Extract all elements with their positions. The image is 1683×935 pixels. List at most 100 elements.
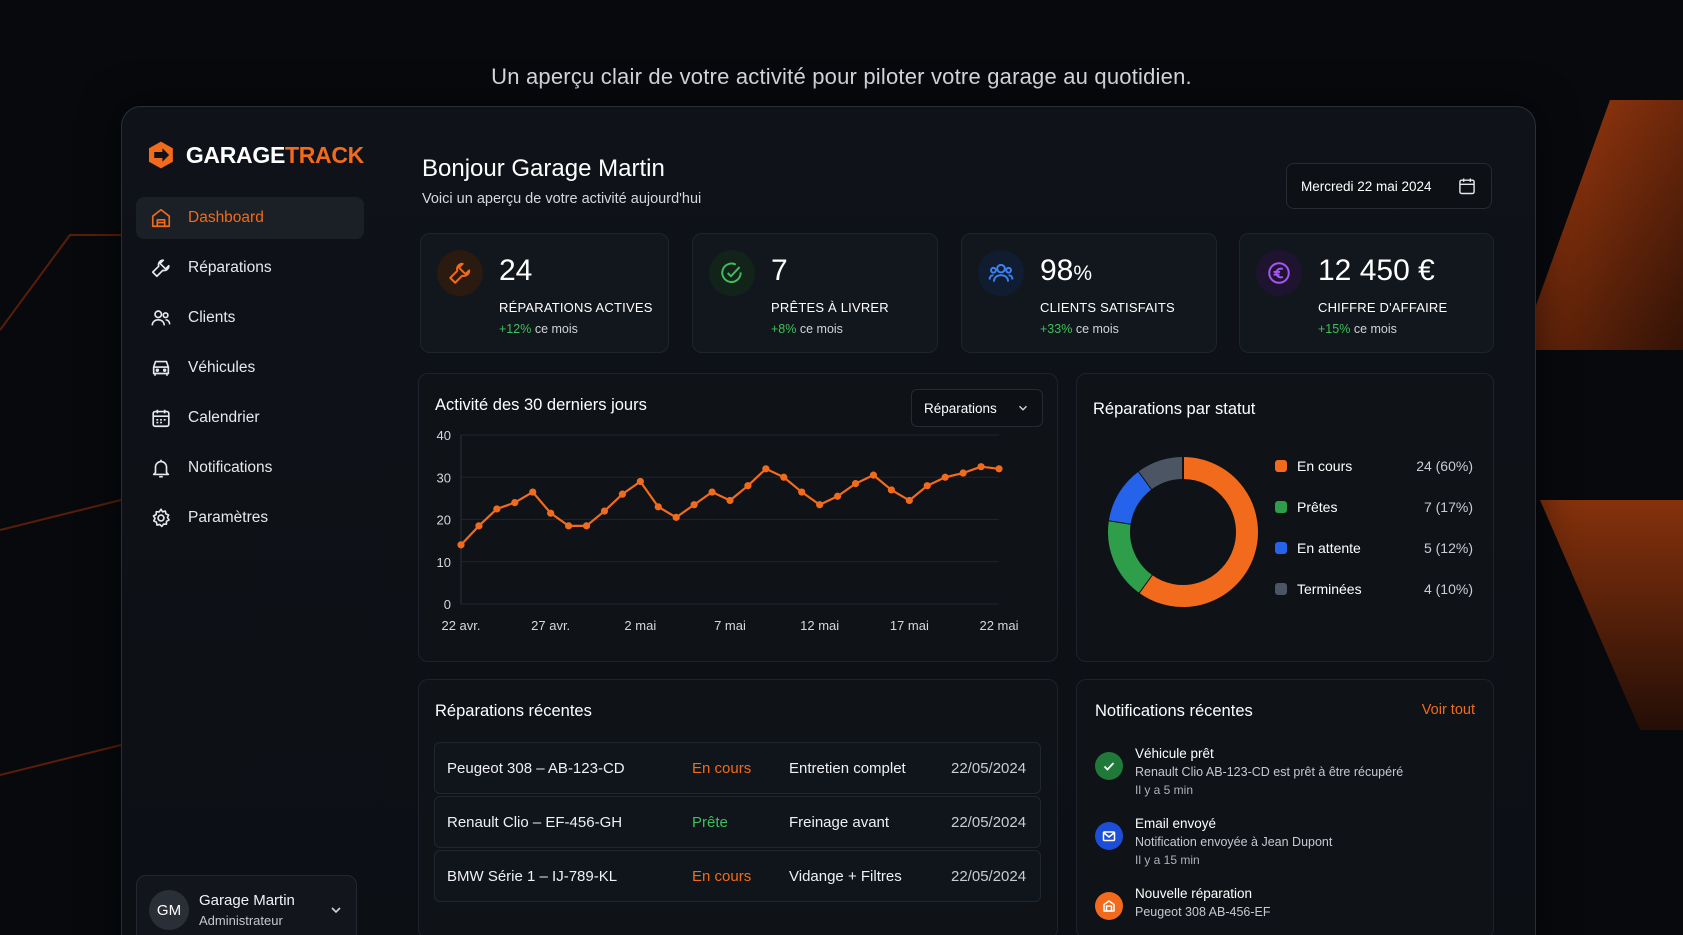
kpi-delta: +15% ce mois [1318,322,1397,336]
garage-icon [1095,892,1123,920]
activity-metric-select[interactable]: Réparations [911,389,1043,427]
sidebar-item-clients[interactable]: Clients [136,297,364,339]
table-row[interactable]: BMW Série 1 – IJ-789-KL En cours Vidange… [434,850,1041,902]
series-line [460,465,1000,546]
kpi-delta: +33% ce mois [1040,322,1119,336]
kpi-card-satisfaction: 98% CLIENTS SATISFAITS +33% ce mois [961,233,1217,353]
x-tick-label: 17 mai [890,618,929,633]
home-icon [151,208,171,228]
data-point [905,496,913,505]
data-point [726,496,734,505]
sidebar-item-dashboard[interactable]: Dashboard [136,197,364,239]
kpi-value: 12 450 € [1318,254,1435,287]
sidebar-item-parametres[interactable]: Paramètres [136,497,364,539]
activity-card: Activité des 30 derniers jours Réparatio… [418,373,1058,662]
data-point [762,465,770,473]
check-icon [1095,752,1123,780]
bell-icon [152,459,170,478]
select-value: Réparations [924,400,997,416]
sidebar-item-label: Paramètres [188,509,269,526]
data-point [511,499,519,507]
tagline: Un aperçu clair de votre activité pour p… [491,64,1192,89]
activity-line-chart: 0 10 20 30 40 22 avr. 27 avr. 2 mai 7 mai 12 mai 1… [437,428,1019,633]
kpi-card-ready: 7 PRÊTES À LIVRER +8% ce mois [692,233,938,353]
status-title: Réparations par statut [1093,400,1256,418]
status-card: Réparations par statut En cours 24 (60%)… [1076,373,1494,662]
data-point [923,482,931,490]
donut-slice [1108,520,1153,593]
data-point [600,507,609,515]
user-role: Administrateur [199,913,283,928]
kpi-delta: +12% ce mois [499,322,578,336]
legend-item: En attente 5 (12%) [1275,538,1473,558]
y-tick-label: 30 [437,470,451,485]
data-point [816,501,824,509]
data-point [744,482,752,490]
data-point [493,505,501,513]
user-name: Garage Martin [199,892,295,909]
check-circle-icon [709,250,755,296]
data-point [834,492,842,500]
user-menu[interactable]: GM Garage Martin Administrateur [136,875,357,935]
recent-notifications-card: Notifications récentes Voir tout Véhicul… [1076,679,1494,935]
app-window: GARAGETRACK Dashboard Réparations Client… [121,106,1536,935]
date-label: Mercredi 22 mai 2024 [1301,178,1432,194]
data-point [547,509,555,517]
sidebar-item-label: Calendrier [188,409,260,426]
sidebar-item-notifications[interactable]: Notifications [136,447,364,489]
gear-icon [152,508,170,528]
data-point [780,473,788,481]
donut-slice [1138,457,1258,607]
chevron-down-icon[interactable] [328,902,344,918]
y-tick-label: 10 [437,555,451,570]
calendar-icon [152,409,170,428]
kpi-label: CLIENTS SATISFAITS [1040,300,1175,315]
kpi-row: 24 RÉPARATIONS ACTIVES +12% ce mois 7 PR… [420,233,1494,353]
wrench-icon [437,250,483,296]
calendar-icon [1459,178,1475,195]
legend-swatch [1275,542,1287,554]
data-point [529,488,537,496]
notification-item[interactable]: Email envoyé Notification envoyée à Jean… [1095,816,1455,872]
data-point [565,522,573,530]
kpi-value: 98% [1040,254,1093,287]
data-point [690,501,698,509]
legend-item: Prêtes 7 (17%) [1275,497,1473,517]
brand-name: GARAGETRACK [185,141,364,168]
status-donut-chart [1107,456,1258,607]
sidebar-item-calendrier[interactable]: Calendrier [136,397,364,439]
data-point [672,513,680,521]
data-point [959,469,967,477]
sidebar: GARAGETRACK Dashboard Réparations Client… [136,135,364,935]
kpi-label: RÉPARATIONS ACTIVES [499,300,653,315]
notification-item[interactable]: Véhicule prêt Renault Clio AB-123-CD est… [1095,746,1455,802]
legend-swatch [1275,460,1287,472]
kpi-card-revenue: 12 450 € CHIFFRE D'AFFAIRE +15% ce mois [1239,233,1494,353]
data-point [977,463,985,471]
table-row[interactable]: Renault Clio – EF-456-GH Prête Freinage … [434,796,1041,848]
see-all-link[interactable]: Voir tout [1421,702,1475,718]
users-icon [151,310,171,326]
sidebar-item-vehicules[interactable]: Véhicules [136,347,364,389]
data-point [582,522,591,530]
data-point [636,477,644,486]
date-picker[interactable]: Mercredi 22 mai 2024 [1286,163,1492,209]
notification-item[interactable]: Nouvelle réparation Peugeot 308 AB-456-E… [1095,886,1455,930]
donut-slice [1138,457,1184,490]
kpi-label: PRÊTES À LIVRER [771,300,889,315]
legend-swatch [1275,501,1287,513]
data-point [618,490,626,498]
data-point [941,473,949,481]
y-tick-label: 40 [437,428,451,443]
table-row[interactable]: Peugeot 308 – AB-123-CD En cours Entreti… [434,742,1041,794]
activity-title: Activité des 30 derniers jours [435,396,647,414]
data-point [851,479,860,488]
chevron-down-icon [1019,405,1027,411]
donut-gap [1137,469,1154,491]
kpi-value: 7 [771,254,788,287]
users-icon [978,250,1024,296]
x-tick-label: 2 mai [624,618,656,633]
car-icon [152,360,170,376]
main-content: Bonjour Garage Martin Voici un aperçu de… [418,107,1520,935]
sidebar-item-reparations[interactable]: Réparations [136,247,364,289]
